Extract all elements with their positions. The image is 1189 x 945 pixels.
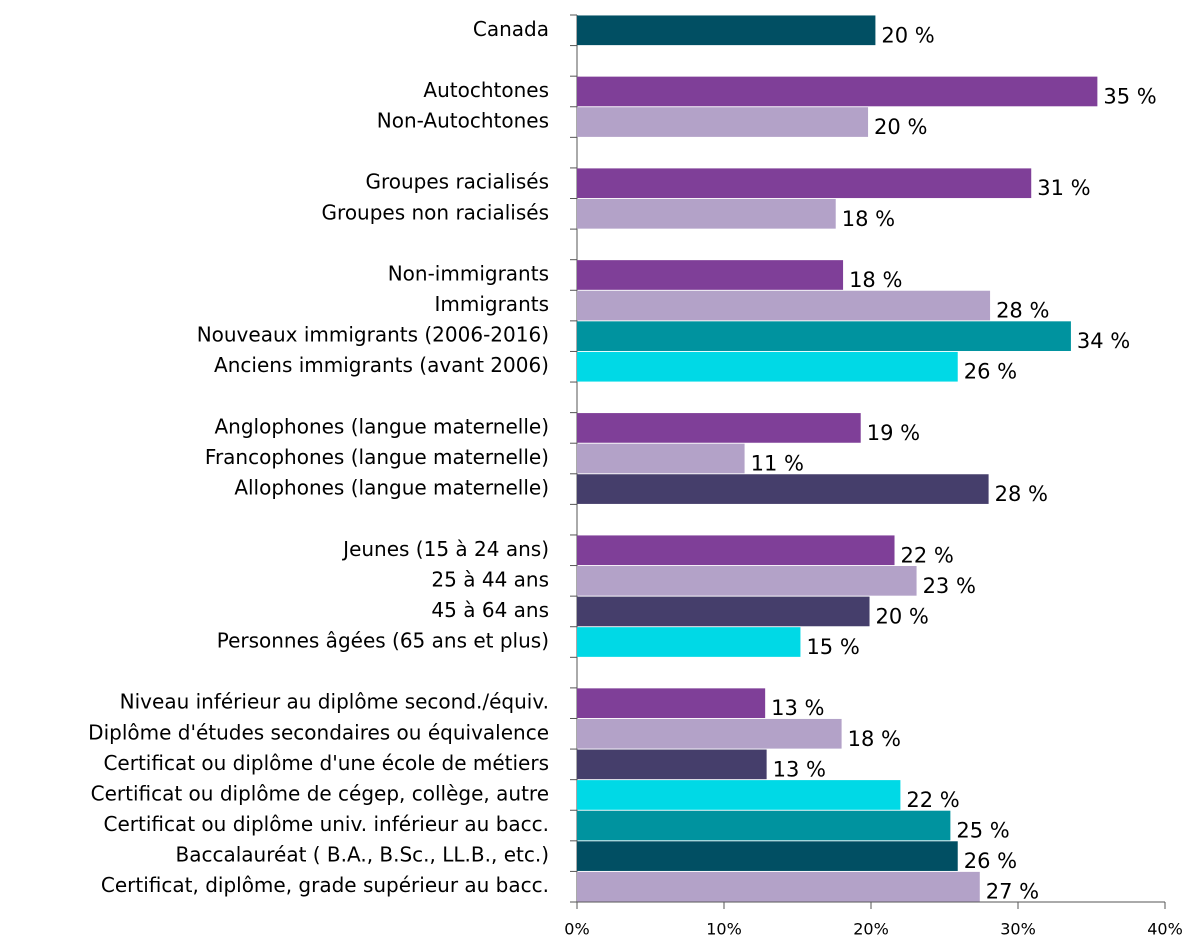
x-tick-label: 0% — [564, 920, 589, 939]
y-tick-label: Non-immigrants — [388, 261, 549, 285]
y-tick-label: 45 à 64 ans — [431, 598, 549, 622]
bar — [577, 198, 836, 229]
y-tick-label: Groupes non racialisés — [322, 200, 549, 224]
y-tick-label: Allophones (langue maternelle) — [234, 476, 549, 500]
value-label: 18 % — [848, 727, 901, 751]
value-label: 23 % — [923, 574, 976, 598]
value-label: 34 % — [1077, 329, 1130, 353]
y-tick-label: Immigrants — [434, 292, 549, 316]
value-label: 26 % — [964, 360, 1017, 384]
y-tick-label: Jeunes (15 à 24 ans) — [341, 537, 549, 561]
y-tick-label: Certificat, diplôme, grade supérieur au … — [101, 873, 549, 897]
bar — [577, 871, 980, 902]
value-label: 22 % — [901, 543, 954, 567]
value-label: 28 % — [995, 482, 1048, 506]
bar — [577, 596, 870, 627]
bar — [577, 627, 801, 657]
y-tick-label: Anglophones (langue maternelle) — [215, 414, 550, 438]
y-tick-label: Non-Autochtones — [377, 109, 549, 133]
value-label: 20 % — [881, 23, 934, 47]
value-label: 15 % — [806, 635, 859, 659]
value-label: 35 % — [1103, 84, 1156, 108]
y-tick-label: Certificat ou diplôme de cégep, collège,… — [91, 781, 549, 805]
value-label: 27 % — [986, 880, 1039, 904]
y-tick-label: Diplôme d'études secondaires ou équivale… — [88, 720, 549, 744]
y-tick-label: Francophones (langue maternelle) — [205, 445, 549, 469]
bar — [577, 351, 958, 382]
y-tick-label: Certificat ou diplôme univ. inférieur au… — [103, 812, 549, 836]
value-label: 18 % — [849, 268, 902, 292]
bar — [577, 321, 1071, 351]
x-tick-label: 20% — [853, 920, 889, 939]
bar — [577, 413, 861, 443]
value-label: 28 % — [996, 299, 1049, 323]
bar — [577, 290, 991, 321]
bar — [577, 76, 1098, 107]
y-tick-label: Autochtones — [423, 78, 549, 102]
value-label: 13 % — [773, 757, 826, 781]
bar — [577, 260, 844, 290]
value-label: 22 % — [906, 788, 959, 812]
bar — [577, 535, 895, 566]
y-tick-label: Baccalauréat ( B.A., B.Sc., LL.B., etc.) — [176, 843, 549, 867]
value-label: 13 % — [771, 696, 824, 720]
y-tick-label: Groupes racialisés — [365, 170, 549, 194]
x-tick-label: 10% — [706, 920, 742, 939]
x-tick-label: 30% — [1000, 920, 1036, 939]
y-tick-label: Niveau inférieur au diplôme second./équi… — [120, 690, 549, 714]
y-tick-label: Certificat ou diplôme d'une école de mét… — [103, 751, 549, 775]
bar — [577, 688, 766, 719]
value-label: 11 % — [751, 452, 804, 476]
y-tick-label: Canada — [473, 17, 549, 41]
value-label: 20 % — [874, 115, 927, 139]
bar — [577, 107, 869, 137]
value-label: 20 % — [876, 604, 929, 628]
value-label: 25 % — [956, 819, 1009, 843]
bar — [577, 168, 1032, 199]
y-tick-label: Nouveaux immigrants (2006-2016) — [197, 323, 549, 347]
value-label: 19 % — [867, 421, 920, 445]
y-tick-label: Personnes âgées (65 ans et plus) — [217, 629, 549, 653]
bar — [577, 443, 745, 474]
bar — [577, 566, 917, 596]
bar — [577, 718, 842, 749]
y-tick-label: 25 à 44 ans — [431, 567, 549, 591]
bar — [577, 15, 876, 46]
y-tick-label: Anciens immigrants (avant 2006) — [214, 353, 549, 377]
bar — [577, 810, 951, 841]
value-label: 26 % — [964, 849, 1017, 873]
value-label: 31 % — [1037, 176, 1090, 200]
x-tick-label: 40% — [1147, 920, 1183, 939]
bar — [577, 474, 989, 504]
value-label: 18 % — [842, 207, 895, 231]
bar — [577, 780, 901, 810]
bar — [577, 841, 958, 871]
bar — [577, 749, 767, 780]
